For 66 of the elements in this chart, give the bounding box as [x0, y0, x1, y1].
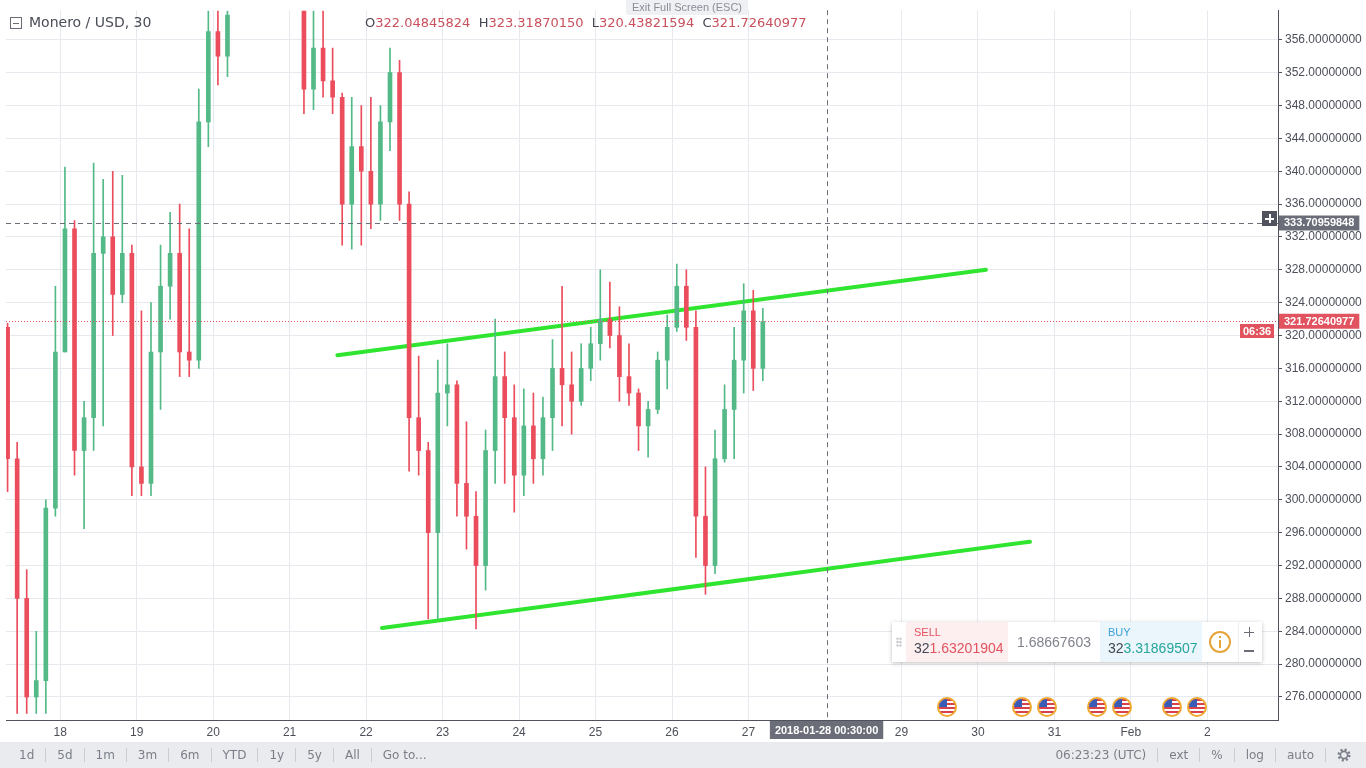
y-tick-label: 304.00000000 [1285, 459, 1363, 474]
y-tick-label: 316.00000000 [1285, 360, 1363, 375]
x-tick-label: 23 [435, 724, 450, 739]
x-tick-label: 26 [665, 724, 679, 739]
y-tick-label: 292.00000000 [1285, 557, 1363, 572]
x-tick-label: 18 [53, 724, 68, 739]
y-tick-label: 324.00000000 [1285, 294, 1363, 309]
text: % [1200, 748, 1235, 762]
text: 1y [258, 748, 297, 762]
annotation: 1.68667603 [1016, 633, 1092, 652]
text: 5d [46, 748, 85, 762]
annotation: SELL [914, 625, 942, 639]
y-tick-label: 348.00000000 [1285, 97, 1363, 112]
candlestick [100, 179, 106, 427]
y-tick-label: 344.00000000 [1285, 130, 1363, 145]
y-tick-label: 296.00000000 [1285, 525, 1363, 539]
text: 6m [169, 748, 212, 762]
text: 5y [296, 748, 334, 762]
x-tick-label: 2 [1204, 724, 1212, 739]
y-tick-label: 280.00000000 [1285, 656, 1363, 671]
x-tick-label: Feb [1120, 724, 1142, 739]
ref-line-label: 321.72640977 [1284, 314, 1355, 327]
y-tick-label: 276.00000000 [1285, 689, 1363, 704]
text: All [333, 748, 372, 762]
annotation: 323.31869507 [1108, 640, 1198, 656]
text: 06:23:23 (UTC) [1044, 748, 1159, 762]
x-tick-label: 27 [741, 724, 756, 739]
x-tick-label: 19 [129, 724, 144, 739]
x-tick-label: 30 [971, 724, 985, 739]
ref-line-label: 2018-01-28 00:30:00 [774, 723, 879, 736]
annotation: Exit Full Screen (ESC) [626, 0, 749, 15]
y-tick-label: 352.00000000 [1285, 64, 1363, 79]
y-tick-label: 340.00000000 [1285, 163, 1363, 178]
x-tick-label: 21 [282, 724, 297, 739]
candlestick [33, 630, 39, 714]
text: ext [1158, 748, 1201, 762]
x-tick-label: 29 [894, 724, 909, 739]
chart-title: Monero / USD, 30 [29, 14, 152, 30]
x-tick-label: 31 [1047, 724, 1062, 739]
y-tick-label: 320.00000000 [1285, 327, 1363, 342]
text: log [1234, 748, 1276, 762]
y-tick-label: 356.00000000 [1285, 32, 1363, 47]
y-tick-label: 336.00000000 [1285, 196, 1363, 211]
ref-line-label: 333.70959848 [1284, 216, 1355, 229]
text: Go to... [381, 748, 428, 762]
y-tick-label: 300.00000000 [1285, 492, 1363, 507]
x-tick-label: 20 [206, 724, 221, 739]
x-tick-label: 22 [359, 724, 374, 739]
y-tick-label: 288.00000000 [1285, 590, 1363, 605]
x-tick-label: 25 [588, 724, 603, 739]
text: 1m [84, 748, 127, 762]
candlestick [358, 105, 364, 246]
y-tick-label: 332.00000000 [1285, 229, 1363, 244]
y-tick-label: 308.00000000 [1285, 426, 1363, 441]
text: 1d [8, 748, 47, 762]
text: auto [1275, 748, 1326, 762]
chart-subtitle: O322.04845824 H323.31870150 L320.43821594 C321.72640977 [365, 15, 807, 30]
annotation: 06:36 [1240, 324, 1275, 338]
text: YTD [211, 748, 259, 762]
y-tick-label: 284.00000000 [1285, 623, 1363, 638]
annotation: 321.63201904 [914, 640, 1004, 656]
y-tick-label: 312.00000000 [1285, 393, 1363, 408]
annotation: BUY [1108, 625, 1132, 639]
y-tick-label: 328.00000000 [1285, 262, 1363, 277]
x-tick-label: 24 [512, 724, 527, 739]
text: 3m [126, 748, 170, 762]
